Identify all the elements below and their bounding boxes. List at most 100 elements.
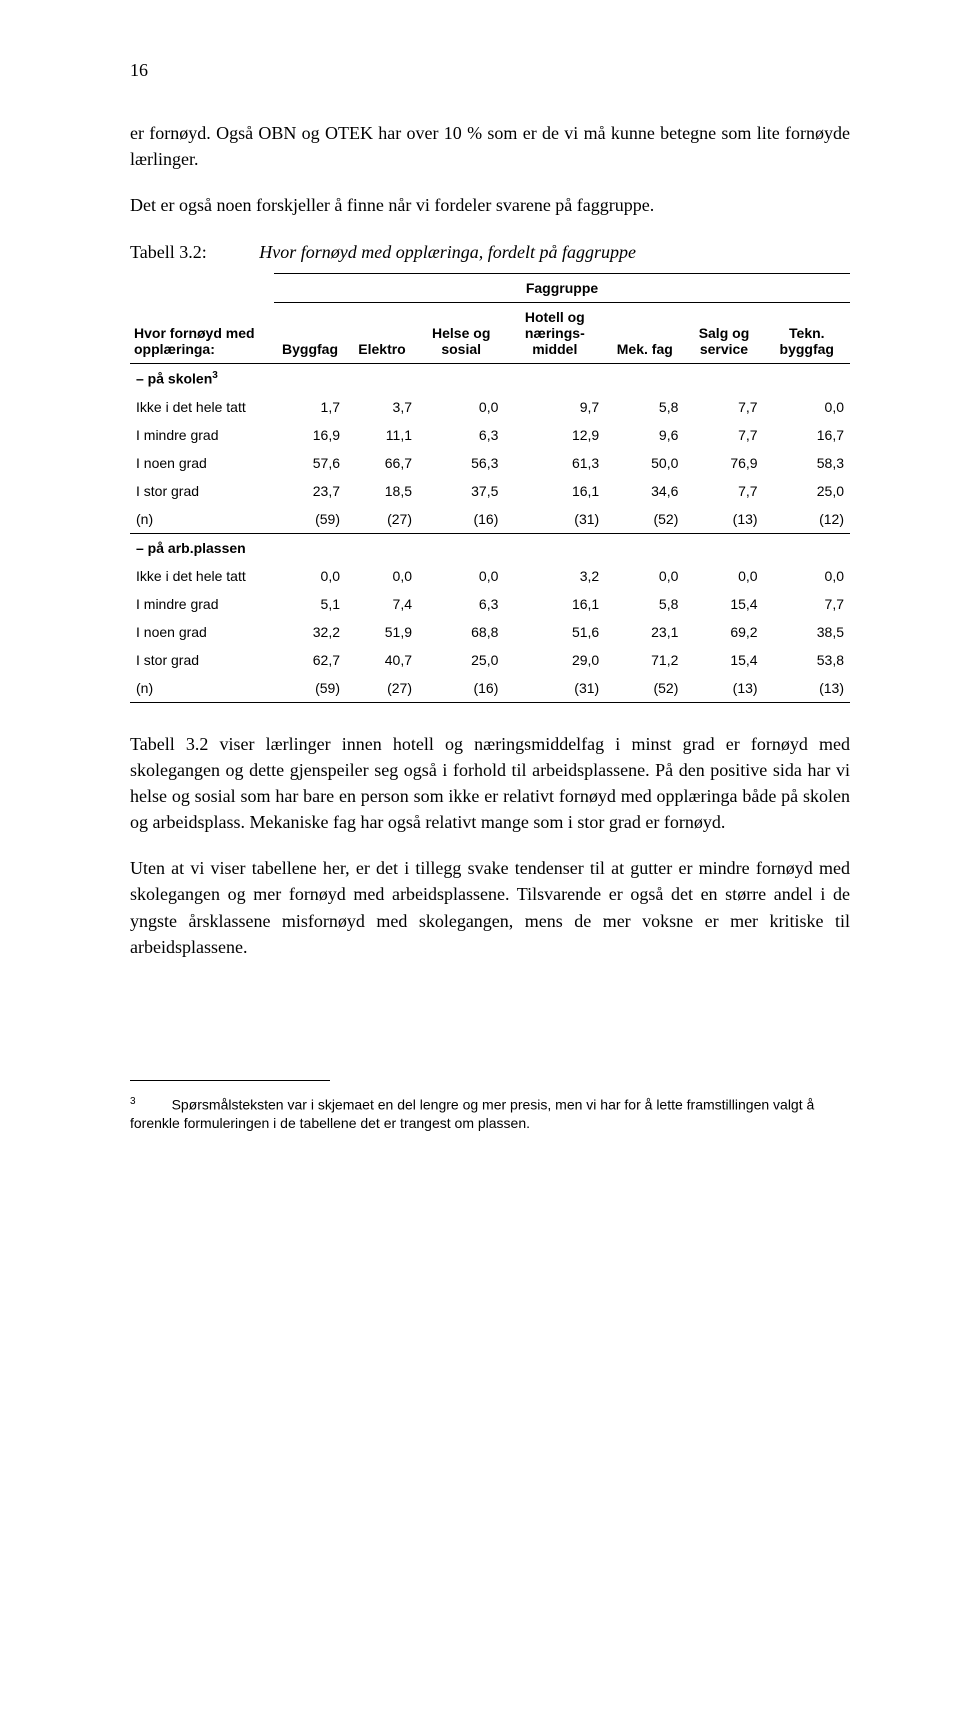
- table-caption-title: Hvor fornøyd med opplæringa, fordelt på …: [259, 242, 636, 262]
- cell: 9,6: [605, 421, 684, 449]
- cell: 40,7: [346, 646, 418, 674]
- cell: 18,5: [346, 477, 418, 505]
- cell: 25,0: [764, 477, 850, 505]
- footnote-text: Spørsmålsteksten var i skjemaet en del l…: [130, 1096, 814, 1131]
- cell: (27): [346, 674, 418, 703]
- cell: 7,4: [346, 590, 418, 618]
- cell: 51,9: [346, 618, 418, 646]
- table-row: Ikke i det hele tatt 0,0 0,0 0,0 3,2 0,0…: [130, 562, 850, 590]
- cell: 56,3: [418, 449, 504, 477]
- cell: 29,0: [504, 646, 605, 674]
- cell: 0,0: [684, 562, 763, 590]
- cell: 23,7: [274, 477, 346, 505]
- cell: 12,9: [504, 421, 605, 449]
- cell: (52): [605, 674, 684, 703]
- col-header: Byggfag: [274, 303, 346, 364]
- cell: (13): [684, 505, 763, 534]
- cell: (59): [274, 505, 346, 534]
- cell: (31): [504, 505, 605, 534]
- row-label: Ikke i det hele tatt: [130, 393, 274, 421]
- cell: (16): [418, 505, 504, 534]
- table-row: I mindre grad 16,9 11,1 6,3 12,9 9,6 7,7…: [130, 421, 850, 449]
- cell: 34,6: [605, 477, 684, 505]
- cell: 3,7: [346, 393, 418, 421]
- cell: 15,4: [684, 590, 763, 618]
- table-caption: Tabell 3.2: Hvor fornøyd med opplæringa,…: [130, 242, 850, 263]
- footnote-number: 3: [130, 1095, 136, 1109]
- section-label: – på skolen3: [130, 364, 274, 393]
- paragraph: Det er også noen forskjeller å finne når…: [130, 192, 850, 218]
- row-header-label: Hvor fornøyd med opplæringa:: [130, 303, 274, 364]
- cell: 0,0: [418, 393, 504, 421]
- cell: 16,7: [764, 421, 850, 449]
- cell: 23,1: [605, 618, 684, 646]
- cell: (27): [346, 505, 418, 534]
- table-row: I noen grad 32,2 51,9 68,8 51,6 23,1 69,…: [130, 618, 850, 646]
- cell: (31): [504, 674, 605, 703]
- row-label: (n): [130, 674, 274, 703]
- cell: 51,6: [504, 618, 605, 646]
- col-header: Mek. fag: [605, 303, 684, 364]
- cell: 0,0: [274, 562, 346, 590]
- cell: (16): [418, 674, 504, 703]
- data-table: Faggruppe Hvor fornøyd med opplæringa: B…: [130, 273, 850, 703]
- cell: 71,2: [605, 646, 684, 674]
- paragraph: Tabell 3.2 viser lærlinger innen hotell …: [130, 731, 850, 835]
- row-label: I noen grad: [130, 618, 274, 646]
- row-label: I stor grad: [130, 477, 274, 505]
- cell: 62,7: [274, 646, 346, 674]
- cell: 57,6: [274, 449, 346, 477]
- page-number: 16: [130, 60, 148, 81]
- table-row: (n) (59) (27) (16) (31) (52) (13) (12): [130, 505, 850, 534]
- cell: 16,9: [274, 421, 346, 449]
- table-caption-label: Tabell 3.2:: [130, 242, 207, 262]
- row-label: I mindre grad: [130, 590, 274, 618]
- col-header: Helse og sosial: [418, 303, 504, 364]
- table-row: Ikke i det hele tatt 1,7 3,7 0,0 9,7 5,8…: [130, 393, 850, 421]
- cell: 69,2: [684, 618, 763, 646]
- cell: 66,7: [346, 449, 418, 477]
- cell: 16,1: [504, 590, 605, 618]
- cell: (59): [274, 674, 346, 703]
- page: 16 er fornøyd. Også OBN og OTEK har over…: [0, 0, 960, 1715]
- col-header: Hotell og nærings-middel: [504, 303, 605, 364]
- cell: 7,7: [684, 393, 763, 421]
- cell: 0,0: [418, 562, 504, 590]
- cell: 0,0: [346, 562, 418, 590]
- cell: 1,7: [274, 393, 346, 421]
- cell: 6,3: [418, 421, 504, 449]
- table-row: I noen grad 57,6 66,7 56,3 61,3 50,0 76,…: [130, 449, 850, 477]
- cell: 16,1: [504, 477, 605, 505]
- super-header: Faggruppe: [274, 274, 850, 303]
- cell: 32,2: [274, 618, 346, 646]
- cell: 0,0: [764, 562, 850, 590]
- table-row: (n) (59) (27) (16) (31) (52) (13) (13): [130, 674, 850, 703]
- paragraph: er fornøyd. Også OBN og OTEK har over 10…: [130, 120, 850, 172]
- footnote-rule: [130, 1080, 330, 1081]
- table-row: I stor grad 62,7 40,7 25,0 29,0 71,2 15,…: [130, 646, 850, 674]
- cell: 6,3: [418, 590, 504, 618]
- table-header-row: Hvor fornøyd med opplæringa: Byggfag Ele…: [130, 303, 850, 364]
- cell: 7,7: [764, 590, 850, 618]
- cell: 50,0: [605, 449, 684, 477]
- cell: 5,8: [605, 393, 684, 421]
- row-label: (n): [130, 505, 274, 534]
- footnote: 3Spørsmålsteksten var i skjemaet en del …: [130, 1095, 850, 1133]
- col-header: Elektro: [346, 303, 418, 364]
- cell: 15,4: [684, 646, 763, 674]
- cell: 5,8: [605, 590, 684, 618]
- cell: 5,1: [274, 590, 346, 618]
- cell: 7,7: [684, 421, 763, 449]
- col-header: Salg og service: [684, 303, 763, 364]
- cell: 68,8: [418, 618, 504, 646]
- row-label: I stor grad: [130, 646, 274, 674]
- cell: (13): [684, 674, 763, 703]
- table-row: I stor grad 23,7 18,5 37,5 16,1 34,6 7,7…: [130, 477, 850, 505]
- section-label: – på arb.plassen: [130, 533, 274, 562]
- paragraph: Uten at vi viser tabellene her, er det i…: [130, 855, 850, 959]
- cell: 58,3: [764, 449, 850, 477]
- table-super-header-row: Faggruppe: [130, 274, 850, 303]
- col-header: Tekn. byggfag: [764, 303, 850, 364]
- cell: (12): [764, 505, 850, 534]
- cell: (13): [764, 674, 850, 703]
